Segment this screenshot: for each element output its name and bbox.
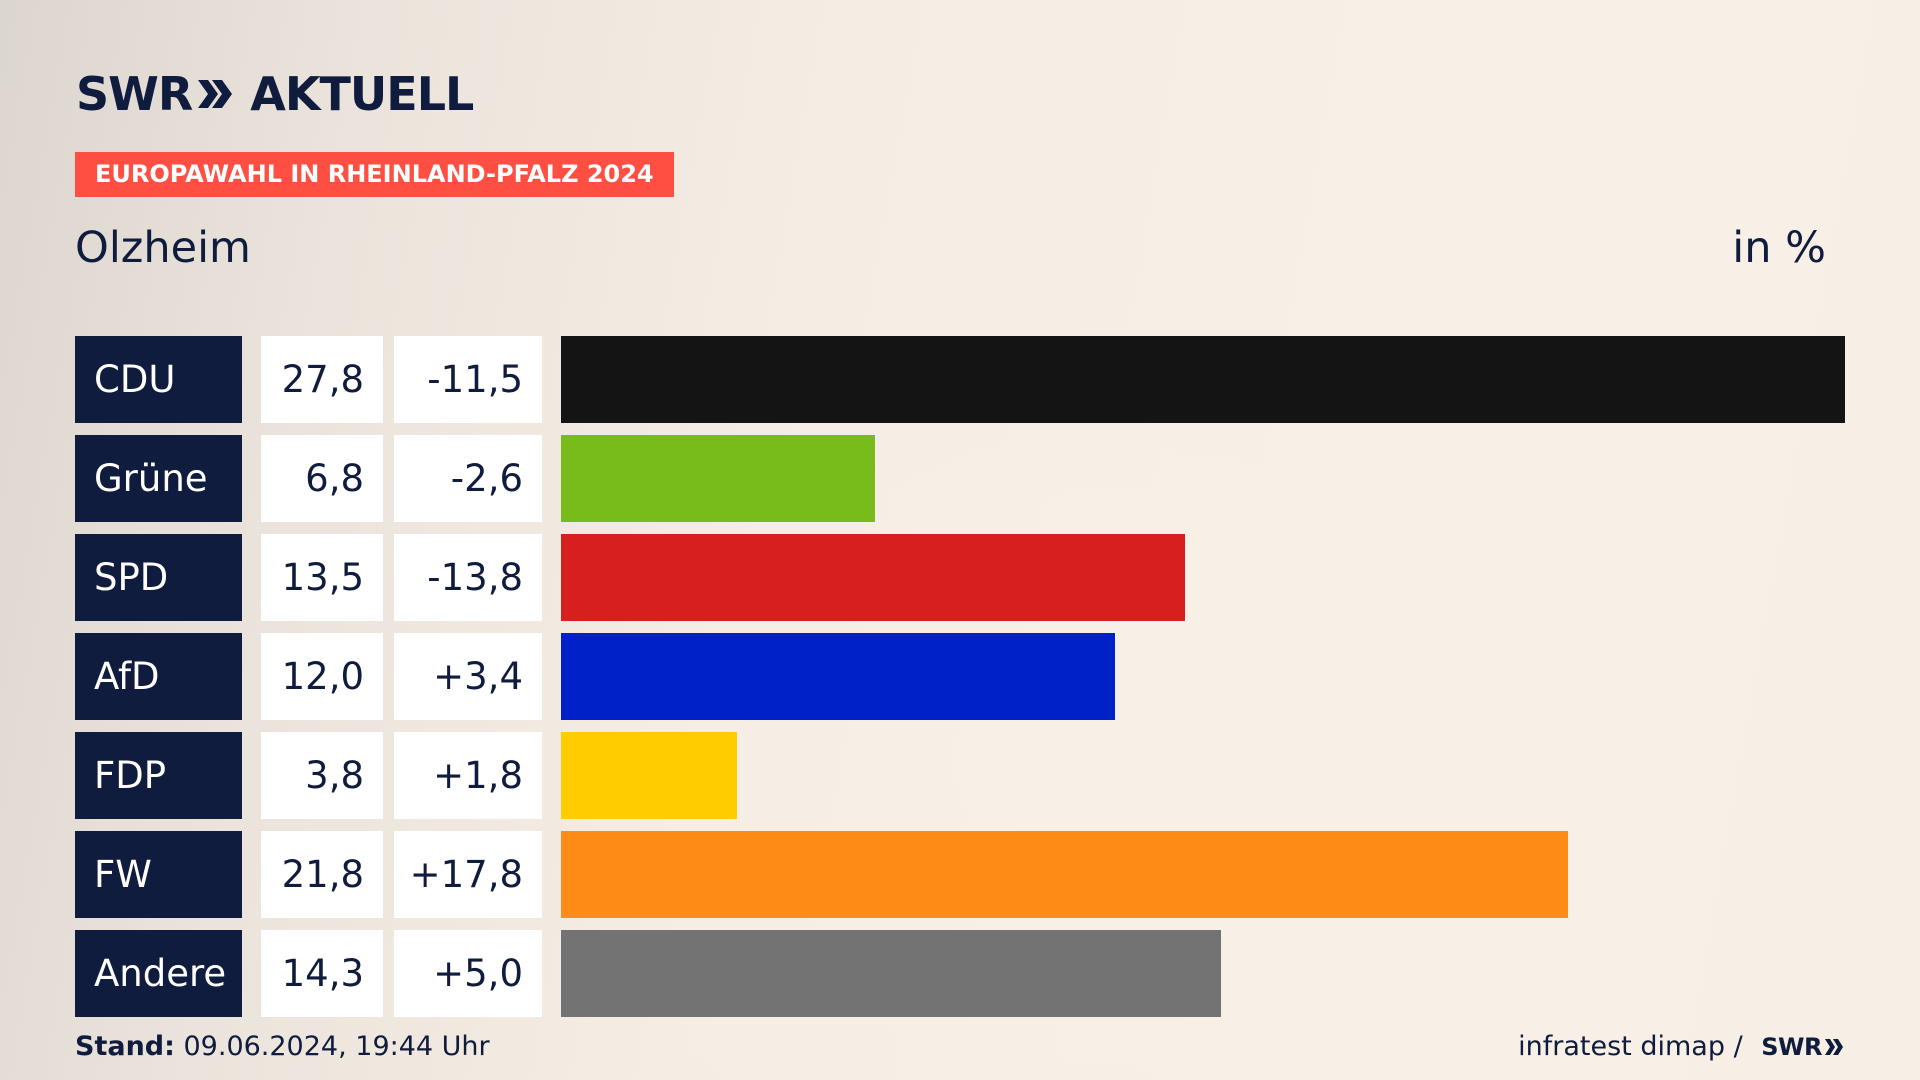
party-label: SPD [75,534,242,621]
bar-cdu [561,336,1845,423]
source-logo-text: SWR [1761,1033,1822,1061]
source-credit: infratest dimap / SWR [1518,1030,1844,1064]
bar-fdp [561,732,737,819]
chart-row: CDU 27,8 -11,5 [0,336,1920,423]
election-banner: EUROPAWAHL IN RHEINLAND-PFALZ 2024 [75,152,674,197]
double-chevron-icon [1825,1039,1843,1055]
diff-label: +1,8 [394,732,542,819]
timestamp-value: 09.06.2024, 19:44 Uhr [174,1031,490,1062]
logo-swr-text: SWR [76,67,193,121]
party-label: Andere [75,930,242,1017]
value-label: 13,5 [261,534,383,621]
chart-row: Grüne 6,8 -2,6 [0,435,1920,522]
bar-gruene [561,435,875,522]
value-label: 6,8 [261,435,383,522]
diff-label: +3,4 [394,633,542,720]
value-label: 12,0 [261,633,383,720]
source-logo: SWR [1761,1030,1844,1064]
source-text: infratest dimap / [1518,1031,1752,1062]
value-label: 14,3 [261,930,383,1017]
value-label: 27,8 [261,336,383,423]
bar-spd [561,534,1185,621]
unit-label: in % [1732,223,1826,273]
value-label: 3,8 [261,732,383,819]
diff-label: -13,8 [394,534,542,621]
chart-row: Andere 14,3 +5,0 [0,930,1920,1017]
party-label: FDP [75,732,242,819]
timestamp-label: Stand: [75,1031,175,1062]
chart-row: FDP 3,8 +1,8 [0,732,1920,819]
party-label: Grüne [75,435,242,522]
party-label: AfD [75,633,242,720]
swr-aktuell-logo: SWR AKTUELL [76,66,474,122]
bar-fw [561,831,1568,918]
diff-label: -2,6 [394,435,542,522]
value-label: 21,8 [261,831,383,918]
double-chevron-icon [198,80,233,108]
party-label: FW [75,831,242,918]
diff-label: -11,5 [394,336,542,423]
chart-row: SPD 13,5 -13,8 [0,534,1920,621]
diff-label: +17,8 [394,831,542,918]
bar-afd [561,633,1115,720]
place-title: Olzheim [75,223,251,273]
logo-aktuell-text: AKTUELL [250,67,474,121]
party-label: CDU [75,336,242,423]
chart-row: AfD 12,0 +3,4 [0,633,1920,720]
timestamp: Stand: 09.06.2024, 19:44 Uhr [75,1030,490,1064]
bar-andere [561,930,1221,1017]
diff-label: +5,0 [394,930,542,1017]
chart-row: FW 21,8 +17,8 [0,831,1920,918]
